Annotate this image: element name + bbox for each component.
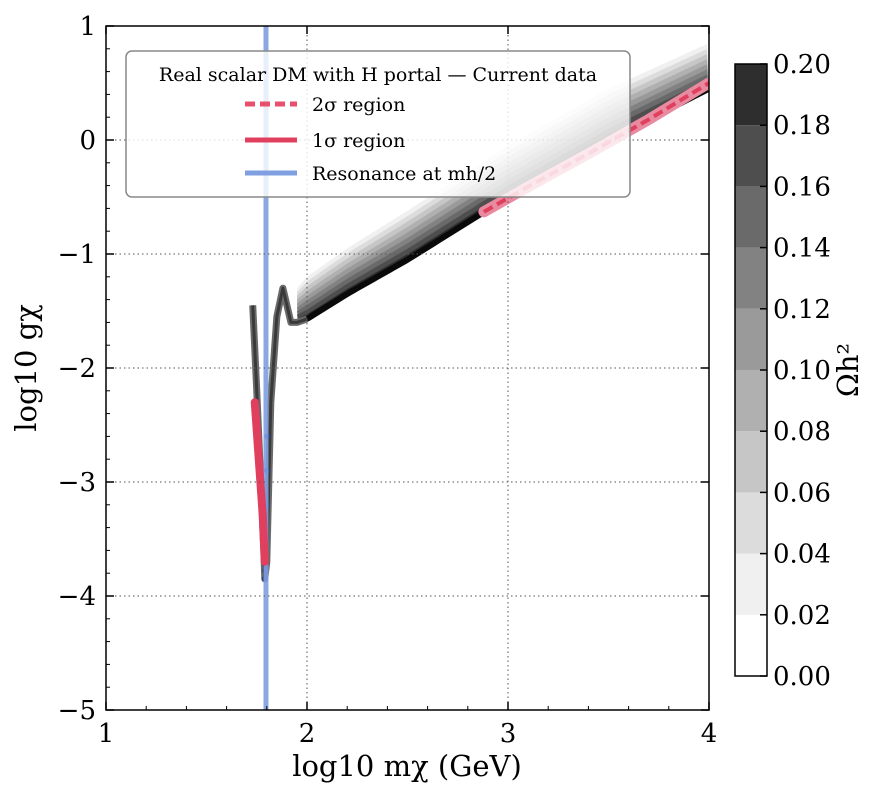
colorbar-segment xyxy=(735,492,767,554)
legend-label-1sigma: 1σ region xyxy=(312,130,405,152)
resonance-line xyxy=(263,26,269,710)
colorbar-tick-label: 0.18 xyxy=(773,111,831,141)
legend-box xyxy=(125,50,631,198)
colorbar-segment xyxy=(735,431,767,493)
colorbar-ticks: 0.00 0.02 0.04 0.06 0.08 0.10 0.12 0.14 0.16 0.18… xyxy=(760,50,831,692)
colorbar-tick-label: 0.00 xyxy=(773,662,831,692)
colorbar-tick-label: 0.04 xyxy=(773,540,831,570)
colorbar xyxy=(735,64,767,676)
legend-label-2sigma: 2σ region xyxy=(312,94,405,116)
colorbar-tick-label: 0.14 xyxy=(773,234,831,264)
x-axis-label: log10 mχ (GeV) xyxy=(292,749,522,783)
x-tick-label: 2 xyxy=(299,719,316,749)
colorbar-segment xyxy=(735,370,767,432)
y-tick-label: 1 xyxy=(79,12,96,42)
legend-label-resonance: Resonance at mh/2 xyxy=(312,163,496,185)
colorbar-segment xyxy=(735,186,767,248)
colorbar-tick-label: 0.16 xyxy=(773,172,831,202)
colorbar-segment xyxy=(735,125,767,187)
colorbar-tick-label: 0.02 xyxy=(773,601,831,631)
colorbar-tick-label: 0.08 xyxy=(773,417,831,447)
y-tick-label: −2 xyxy=(58,354,96,384)
colorbar-segment xyxy=(735,553,767,615)
y-tick-label: −1 xyxy=(58,240,96,270)
colorbar-segment xyxy=(735,247,767,309)
colorbar-tick-label: 0.06 xyxy=(773,478,831,508)
colorbar-label: Ωh² xyxy=(831,343,865,397)
colorbar-tick-label: 0.20 xyxy=(773,50,831,80)
colorbar-segment xyxy=(735,64,767,126)
colorbar-segment xyxy=(735,614,767,676)
y-tick-label: −3 xyxy=(58,468,96,498)
sigma1-region-low xyxy=(250,398,269,566)
x-tick-label: 4 xyxy=(701,719,718,749)
y-tick-label: −4 xyxy=(58,582,96,612)
colorbar-segment xyxy=(735,308,767,370)
x-tick-label: 3 xyxy=(500,719,517,749)
legend-title: Real scalar DM with H portal — Current d… xyxy=(159,64,597,86)
colorbar-tick-label: 0.10 xyxy=(773,356,831,386)
y-axis-label: log10 gχ xyxy=(9,304,43,432)
y-tick-label: −5 xyxy=(58,696,96,726)
legend: Real scalar DM with H portal — Current d… xyxy=(125,50,631,198)
axis-ticks: 1 2 3 4 1 0 −1 −2 −3 −4 −5 xyxy=(58,12,718,749)
x-tick-label: 1 xyxy=(98,719,115,749)
y-tick-label: 0 xyxy=(79,126,96,156)
colorbar-tick-label: 0.12 xyxy=(773,295,831,325)
